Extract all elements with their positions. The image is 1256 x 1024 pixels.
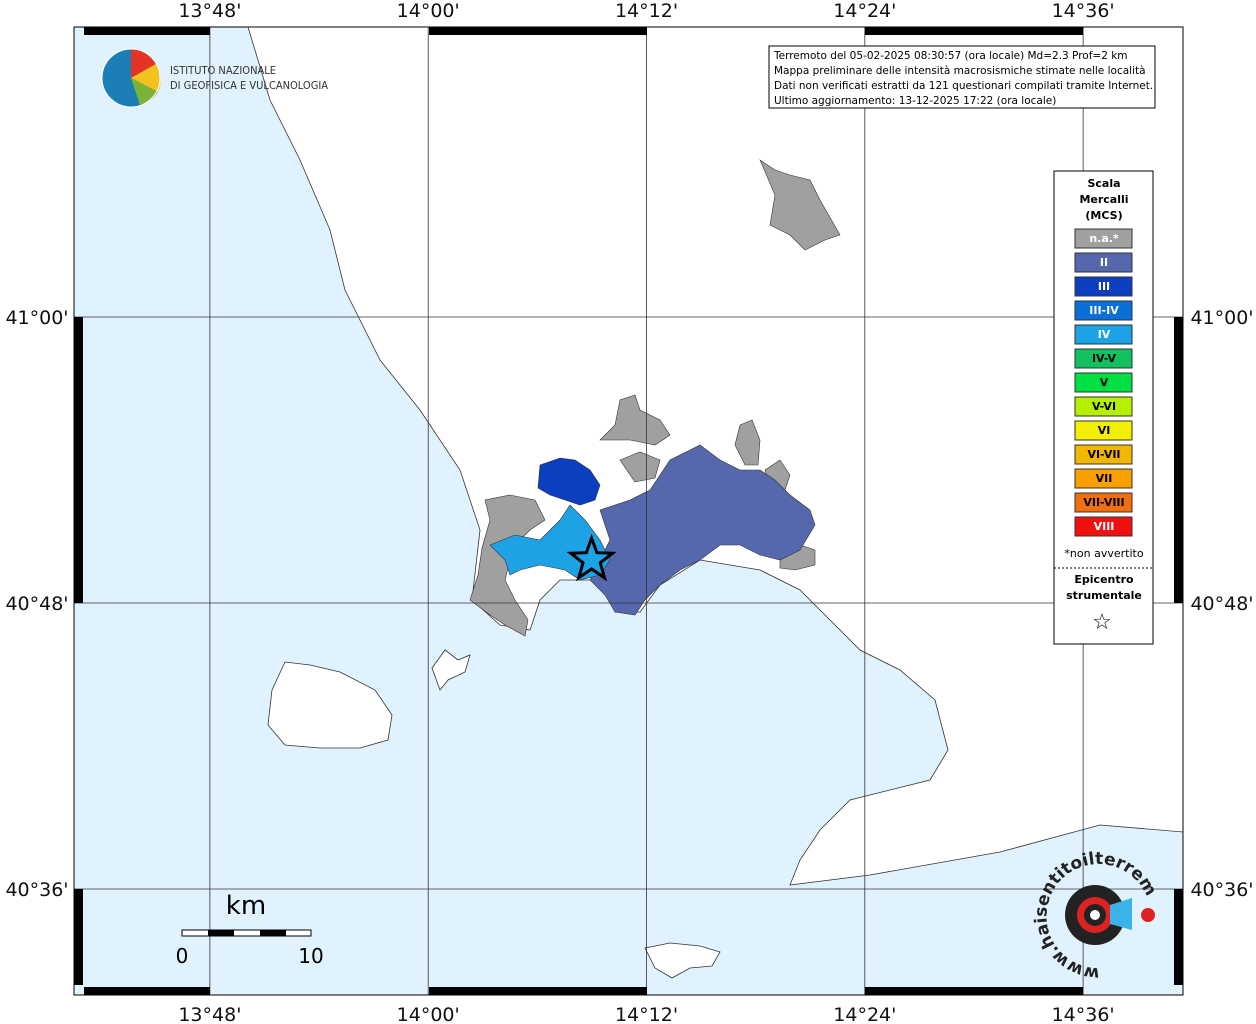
legend-swatch [1074, 468, 1133, 489]
scale-unit: km [226, 891, 266, 921]
info-line: Mappa preliminare delle intensità macros… [774, 65, 1146, 77]
lat-label: 40°36' [1190, 879, 1253, 901]
institute-line: DI GEOFISICA E VULCANOLOGIA [170, 79, 328, 92]
epicenter [566, 533, 617, 582]
legend-epicenter: Epicentro [1074, 573, 1134, 586]
legend-swatch [1074, 372, 1133, 393]
legend-swatch [1074, 348, 1133, 369]
area-na [734, 419, 761, 466]
legend-swatch [1074, 516, 1133, 537]
area-na [619, 451, 661, 483]
procida [431, 649, 471, 691]
legend-label: V-VI [1092, 400, 1116, 413]
legend-note: *non avvertito [1064, 547, 1143, 560]
info-line: Dati non verificati estratti da 121 ques… [774, 80, 1153, 92]
legend-label: III-IV [1089, 304, 1119, 317]
lon-label: 14°24' [833, 1004, 896, 1024]
lon-label: 13°48' [178, 1004, 241, 1024]
scale-label: 0 [176, 944, 189, 968]
legend: Scala Mercalli (MCS) *non avvertito Epic… [1053, 170, 1154, 645]
legend-label: V [1100, 376, 1109, 389]
legend-label: II [1100, 256, 1108, 269]
lat-label: 41°00' [1190, 307, 1253, 329]
legend-swatch [1074, 252, 1133, 273]
legend-swatch [1074, 228, 1133, 249]
legend-label: IV [1098, 328, 1111, 341]
legend-swatch [1074, 420, 1133, 441]
legend-swatch [1074, 276, 1133, 297]
lon-label: 14°00' [397, 0, 460, 22]
ischia [267, 661, 393, 749]
lat-label: 40°48' [5, 593, 68, 615]
legend-label: VI [1098, 424, 1111, 437]
legend-swatch [1074, 324, 1133, 345]
lat-label: 40°36' [5, 879, 68, 901]
legend-star: ☆ [1092, 610, 1112, 635]
frame-bars [74, 27, 1183, 995]
scale-bar: km 0 10 [176, 891, 324, 968]
legend-swatch [1074, 300, 1133, 321]
area-iii [537, 457, 601, 506]
lon-label: 14°00' [397, 1004, 460, 1024]
lon-label: 14°12' [615, 0, 678, 22]
lon-label: 14°24' [833, 0, 896, 22]
legend-label: VII-VIII [1083, 496, 1124, 509]
info-line: Ultimo aggiornamento: 13-12-2025 17:22 (… [774, 95, 1056, 107]
mainland [247, 26, 1184, 886]
area-na [759, 159, 841, 251]
legend-epicenter: strumentale [1066, 589, 1142, 602]
lon-label: 13°48' [178, 0, 241, 22]
legend-label: III [1098, 280, 1110, 293]
legend-title: Scala [1087, 177, 1120, 190]
legend-swatch [1074, 492, 1133, 513]
lon-label: 14°12' [615, 1004, 678, 1024]
area-na [599, 394, 671, 446]
lat-label: 40°48' [1190, 593, 1253, 615]
legend-title: Mercalli [1079, 193, 1128, 206]
lon-label: 14°36' [1052, 1004, 1115, 1024]
legend-label: VII [1096, 472, 1113, 485]
institute-line: ISTITUTO NAZIONALE [170, 64, 276, 77]
legend-title: (MCS) [1085, 209, 1122, 222]
legend-swatch [1074, 444, 1133, 465]
lon-label: 14°36' [1052, 0, 1115, 22]
lat-label: 41°00' [5, 307, 68, 329]
legend-label: VIII [1094, 520, 1115, 533]
legend-label: IV-V [1092, 352, 1117, 365]
capri [644, 942, 721, 979]
legend-label: VI-VII [1087, 448, 1120, 461]
info-box [768, 45, 1156, 109]
scale-label: 10 [298, 944, 323, 968]
legend-swatch [1074, 396, 1133, 417]
info-line: Terremoto del 05-02-2025 08:30:57 (ora l… [773, 50, 1128, 62]
legend-label: n.a.* [1089, 232, 1119, 245]
ingv-logo: ISTITUTO NAZIONALE DI GEOFISICA E VULCAN… [101, 48, 328, 108]
